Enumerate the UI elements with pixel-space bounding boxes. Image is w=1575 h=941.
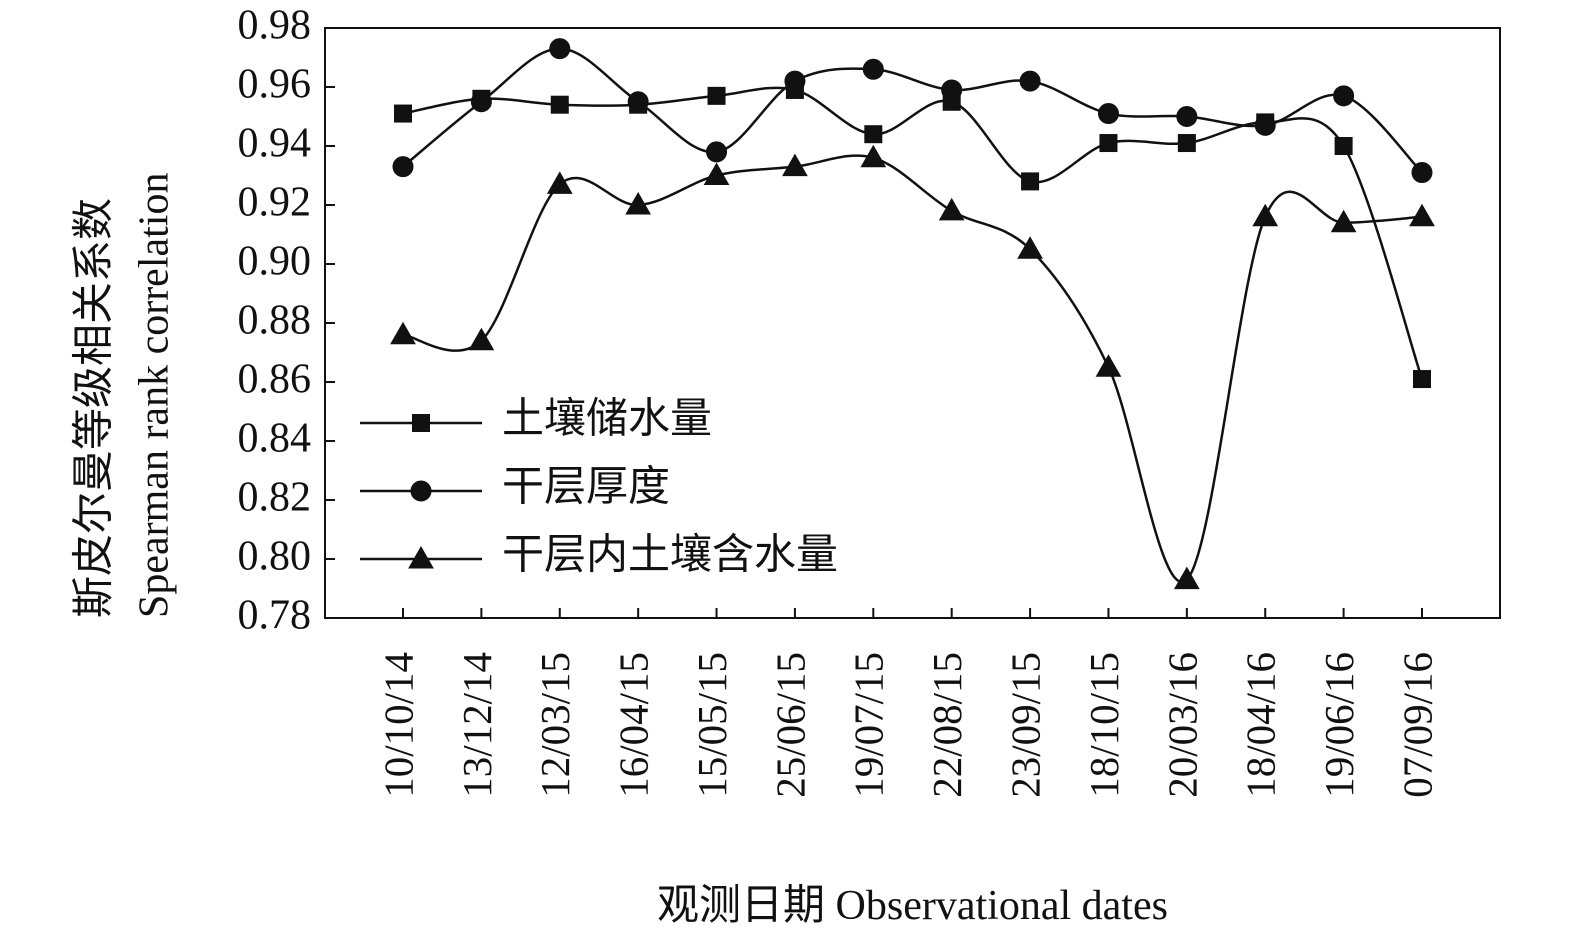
- data-point-circle: [941, 79, 963, 101]
- legend-marker-circle: [410, 480, 432, 502]
- data-point-square: [394, 104, 412, 123]
- x-tick-label: 19/07/15: [846, 652, 892, 798]
- data-point-circle: [1411, 162, 1433, 184]
- legend-item-circle: 干层厚度: [360, 465, 670, 511]
- series-triangle: [390, 144, 1435, 590]
- data-point-triangle: [703, 162, 730, 185]
- legend-label: 干层内土壤含水量: [502, 532, 838, 579]
- data-point-circle: [549, 38, 571, 60]
- x-tick-label: 25/06/15: [767, 652, 813, 798]
- data-point-square: [1021, 172, 1040, 191]
- y-tick-label: 0.78: [238, 593, 312, 639]
- data-point-square: [707, 86, 726, 105]
- y-axis-title-cn: 斯皮尔曼等级相关系数: [72, 198, 118, 618]
- data-point-triangle: [938, 197, 965, 221]
- data-point-triangle: [1173, 566, 1200, 590]
- y-tick-label: 0.86: [238, 357, 312, 403]
- x-tick-label: 13/12/14: [454, 652, 500, 798]
- x-tick-label: 07/09/16: [1394, 652, 1440, 798]
- x-tick-label: 22/08/15: [924, 652, 970, 798]
- data-point-triangle: [1330, 209, 1357, 233]
- x-tick-label: 19/06/16: [1316, 652, 1362, 798]
- y-tick-label: 0.80: [238, 534, 312, 580]
- data-point-square: [1413, 370, 1431, 389]
- y-tick-label: 0.90: [238, 239, 312, 285]
- data-point-circle: [706, 141, 728, 163]
- data-point-triangle: [1252, 203, 1279, 227]
- data-point-triangle: [1409, 203, 1435, 227]
- y-tick-label: 0.92: [238, 180, 312, 226]
- y-axis-title-en: Spearman rank correlation: [132, 173, 178, 618]
- y-tick-label: 0.98: [238, 3, 312, 49]
- data-point-circle: [784, 70, 806, 92]
- x-tick-label: 15/05/15: [689, 652, 735, 798]
- data-point-triangle: [390, 321, 416, 345]
- data-point-square: [550, 95, 569, 114]
- data-point-circle: [1333, 85, 1355, 107]
- legend-item-triangle: 干层内土壤含水量: [360, 532, 838, 579]
- data-point-circle: [392, 156, 414, 178]
- series-layer: [390, 38, 1435, 590]
- data-point-circle: [1254, 114, 1276, 136]
- axis-layer: 0.78 0.80 0.82 0.84 0.86 0.88 0.90 0.92 0.94 0.96…: [238, 3, 1501, 798]
- data-point-square: [864, 125, 883, 144]
- data-point-circle: [470, 91, 492, 113]
- x-tick-label: 18/04/16: [1238, 652, 1284, 798]
- series-circle: [392, 38, 1433, 184]
- axis-labels: 观测日期 Observational dates 斯皮尔曼等级相关系数 Spea…: [72, 173, 1168, 929]
- x-tick-label: 16/04/15: [611, 652, 657, 798]
- data-point-circle: [862, 58, 884, 80]
- x-tick-label: 20/03/16: [1159, 652, 1205, 798]
- x-tick-label: 10/10/14: [375, 652, 421, 798]
- y-tick-label: 0.82: [238, 475, 312, 521]
- data-point-circle: [1019, 70, 1041, 92]
- y-tick-label: 0.94: [238, 121, 312, 167]
- y-tick-label: 0.96: [238, 62, 312, 108]
- data-point-circle: [1176, 106, 1198, 127]
- data-point-square: [1099, 134, 1118, 153]
- data-point-square: [1177, 134, 1196, 153]
- x-tick-label: 12/03/15: [532, 652, 578, 798]
- legend-marker-square: [412, 414, 430, 432]
- data-point-triangle: [782, 153, 808, 177]
- series-line-triangle: [401, 154, 1424, 584]
- data-point-triangle: [1095, 354, 1122, 377]
- legend-marker-triangle: [408, 545, 434, 569]
- data-point-triangle: [1017, 236, 1043, 259]
- x-tick-label: 18/10/15: [1081, 652, 1127, 798]
- data-point-triangle: [546, 171, 573, 194]
- y-tick-label: 0.84: [238, 416, 312, 462]
- data-point-triangle: [625, 191, 652, 215]
- legend-label: 干层厚度: [502, 465, 670, 511]
- data-point-square: [1334, 137, 1353, 155]
- data-point-triangle: [468, 327, 495, 351]
- x-axis-title: 观测日期 Observational dates: [657, 883, 1168, 929]
- data-point-circle: [627, 91, 649, 113]
- y-tick-label: 0.88: [238, 298, 312, 344]
- data-point-triangle: [860, 144, 887, 168]
- legend-label: 土壤储水量: [502, 396, 712, 443]
- legend-item-square: 土壤储水量: [360, 396, 712, 443]
- x-tick-label: 23/09/15: [1002, 652, 1048, 798]
- data-point-circle: [1097, 103, 1119, 125]
